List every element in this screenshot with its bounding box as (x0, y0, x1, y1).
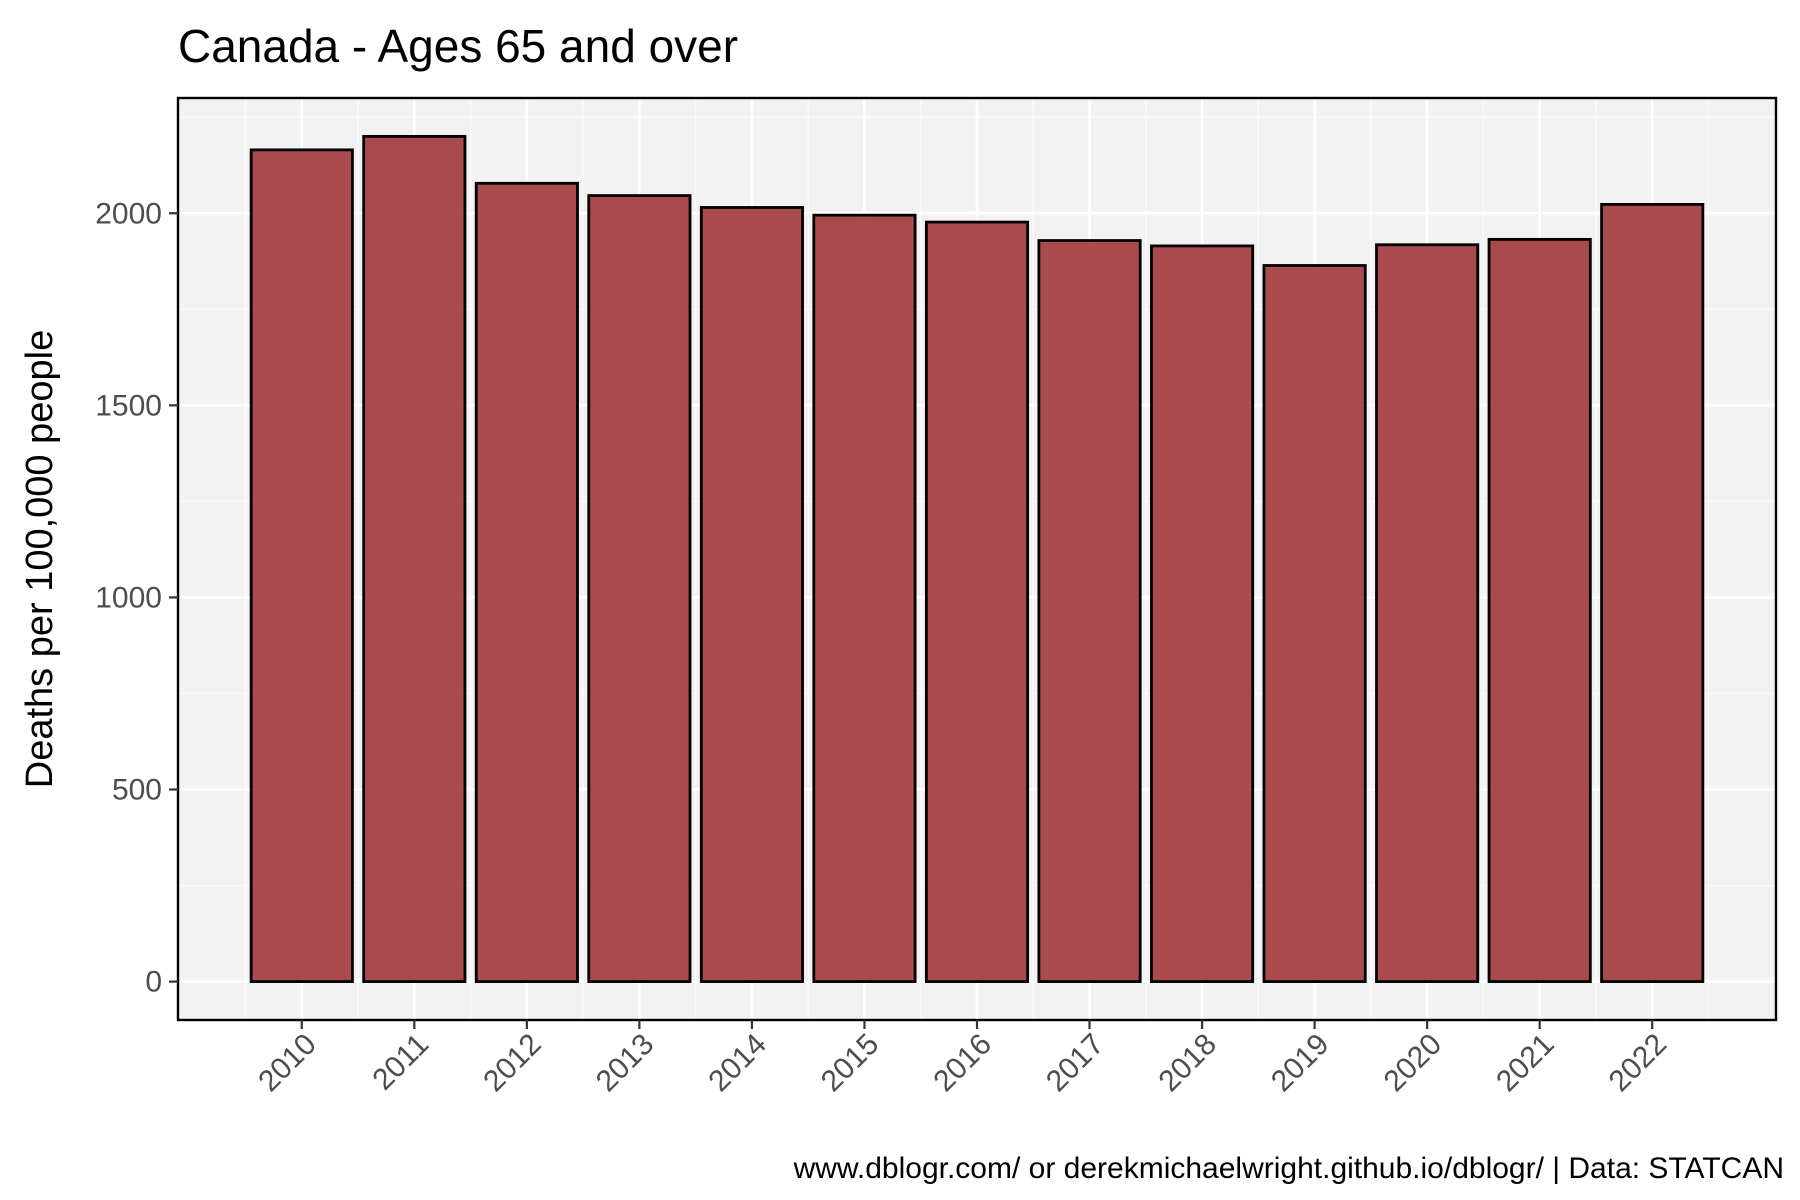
y-tick-label: 1500 (95, 389, 162, 422)
x-tick-label-2021: 2021 (1490, 1028, 1561, 1099)
x-tick-label-2015: 2015 (815, 1028, 886, 1099)
x-tick-label-2020: 2020 (1378, 1028, 1449, 1099)
bars (249, 135, 1705, 983)
bar-2022 (1600, 203, 1705, 983)
x-tick-label-2011: 2011 (366, 1028, 435, 1097)
x-tick-label-2019: 2019 (1265, 1028, 1336, 1099)
x-tick-label-2016: 2016 (927, 1028, 998, 1099)
y-tick-label: 2000 (95, 197, 162, 230)
bar-2014 (699, 206, 804, 983)
bar-2019 (1262, 264, 1367, 983)
bar-2012 (474, 181, 579, 983)
chart-caption: www.dblogr.com/ or derekmichaelwright.gi… (793, 1152, 1784, 1185)
y-axis-label: Deaths per 100,000 people (19, 330, 61, 788)
x-tick-label-2010: 2010 (252, 1028, 323, 1099)
y-tick-label: 500 (112, 774, 162, 807)
y-axis: 0 500 1000 1500 2000 (95, 197, 178, 999)
x-tick-label-2022: 2022 (1603, 1028, 1674, 1099)
bar-2010 (249, 148, 354, 983)
x-tick-label-2013: 2013 (590, 1028, 661, 1099)
bar-2011 (362, 135, 467, 983)
x-tick-label-2012: 2012 (477, 1028, 548, 1099)
bar-2015 (812, 213, 917, 983)
bar-2013 (587, 194, 692, 983)
y-tick-label: 0 (145, 966, 162, 999)
bar-2018 (1150, 244, 1255, 983)
x-axis: 2010 2011 2012 2013 2014 2015 2016 2017 2018 2019… (252, 1020, 1673, 1098)
bar-2020 (1375, 243, 1480, 983)
bar-2021 (1487, 237, 1592, 983)
bar-2016 (924, 220, 1030, 983)
y-tick-label: 1000 (95, 581, 162, 614)
chart-title: Canada - Ages 65 and over (178, 20, 738, 72)
bar-2017 (1037, 239, 1142, 983)
x-tick-label-2018: 2018 (1152, 1028, 1223, 1099)
x-tick-label-2014: 2014 (702, 1028, 773, 1099)
x-tick-label-2017: 2017 (1040, 1028, 1111, 1099)
